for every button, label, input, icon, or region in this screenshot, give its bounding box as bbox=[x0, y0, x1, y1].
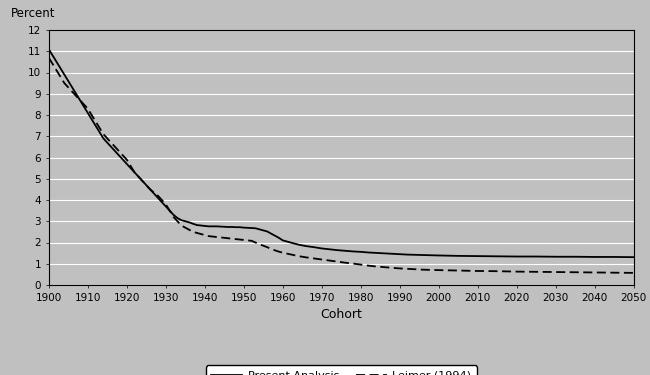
Text: Percent: Percent bbox=[10, 7, 55, 20]
Present Analysis bbox=[630, 255, 638, 260]
Leimer (1994) bbox=[388, 266, 396, 270]
Present Analysis bbox=[372, 251, 380, 255]
Present Analysis bbox=[411, 253, 419, 257]
Leimer (1994) bbox=[92, 119, 99, 124]
Line: Leimer (1994): Leimer (1994) bbox=[49, 58, 634, 273]
Present Analysis bbox=[474, 254, 482, 258]
Leimer (1994) bbox=[474, 269, 482, 273]
X-axis label: Cohort: Cohort bbox=[320, 308, 362, 321]
Leimer (1994) bbox=[630, 271, 638, 275]
Leimer (1994) bbox=[396, 266, 404, 271]
Present Analysis bbox=[45, 47, 53, 51]
Leimer (1994) bbox=[411, 267, 419, 272]
Present Analysis bbox=[396, 252, 404, 257]
Line: Present Analysis: Present Analysis bbox=[49, 49, 634, 257]
Legend: Present Analysis, Leimer (1994): Present Analysis, Leimer (1994) bbox=[205, 365, 477, 375]
Leimer (1994) bbox=[45, 56, 53, 60]
Present Analysis bbox=[92, 123, 99, 128]
Leimer (1994) bbox=[372, 264, 380, 269]
Present Analysis bbox=[388, 252, 396, 256]
